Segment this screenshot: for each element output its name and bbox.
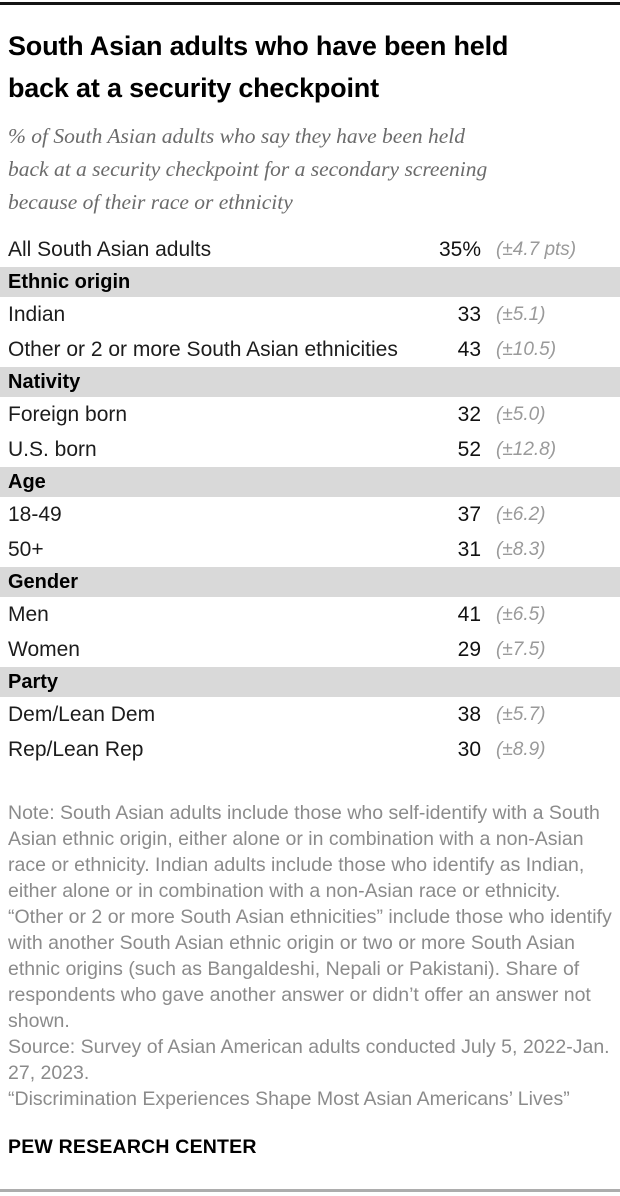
table-row: Dem/Lean Dem 38 (±5.7) — [0, 697, 620, 732]
bottom-divider — [0, 1189, 620, 1192]
section-header-row: Gender — [0, 567, 620, 597]
pew-wordmark: PEW RESEARCH CENTER — [8, 1136, 257, 1158]
top-divider — [0, 2, 620, 5]
chart-subtitle-line-2: back at a security checkpoint for a seco… — [8, 157, 488, 181]
row-label: U.S. born — [8, 437, 97, 461]
row-value: 29 — [457, 637, 481, 661]
row-value: 33 — [457, 302, 481, 326]
page-title-line-1: South Asian adults who have been held — [8, 31, 509, 61]
table-row: U.S. born 52 (±12.8) — [0, 432, 620, 467]
table-row: Other or 2 or more South Asian ethniciti… — [0, 332, 620, 367]
row-margin-of-error: (±12.8) — [496, 438, 557, 460]
note-text: Note: South Asian adults include those w… — [8, 802, 612, 1032]
row-margin-of-error: (±6.2) — [496, 503, 546, 525]
section-header-label: Party — [8, 670, 59, 693]
row-margin-of-error: (±4.7 pts) — [496, 238, 577, 260]
section-header-row: Age — [0, 467, 620, 497]
row-value: 38 — [457, 702, 481, 726]
row-label: Rep/Lean Rep — [8, 737, 144, 761]
row-margin-of-error: (±5.1) — [496, 303, 546, 325]
section-header-row: Party — [0, 667, 620, 697]
chart-subtitle-line-1: % of South Asian adults who say they hav… — [8, 124, 466, 148]
table-row: 50+ 31 (±8.3) — [0, 532, 620, 567]
chart-subtitle-line-3: because of their race or ethnicity — [8, 190, 293, 214]
notes-block: Note: South Asian adults include those w… — [8, 800, 612, 1112]
row-margin-of-error: (±7.5) — [496, 638, 546, 660]
row-value: 30 — [457, 737, 481, 761]
content-area: South Asian adults who have been held ba… — [0, 25, 620, 1158]
row-label: Other or 2 or more South Asian ethniciti… — [8, 337, 398, 361]
row-label: Dem/Lean Dem — [8, 702, 156, 726]
row-margin-of-error: (±8.9) — [496, 738, 546, 760]
table-row: Rep/Lean Rep 30 (±8.9) — [0, 732, 620, 767]
row-margin-of-error: (±10.5) — [496, 338, 557, 360]
row-margin-of-error: (±8.3) — [496, 538, 546, 560]
row-margin-of-error: (±5.0) — [496, 403, 546, 425]
source-text: Source: Survey of Asian American adults … — [8, 1036, 610, 1084]
section-header-row: Nativity — [0, 367, 620, 397]
section-header-label: Nativity — [8, 370, 81, 393]
row-value: 31 — [457, 537, 481, 561]
row-value: 32 — [457, 402, 481, 426]
row-margin-of-error: (±6.5) — [496, 603, 546, 625]
row-label: All South Asian adults — [8, 237, 212, 261]
chart-subtitle: % of South Asian adults who say they hav… — [8, 120, 612, 219]
table-row: Foreign born 32 (±5.0) — [0, 397, 620, 432]
row-label: 18-49 — [8, 502, 62, 526]
table-row: All South Asian adults 35% (±4.7 pts) — [0, 232, 620, 267]
row-value: 35% — [438, 237, 481, 261]
row-label: Foreign born — [8, 402, 128, 426]
row-value: 37 — [457, 502, 481, 526]
row-margin-of-error: (±5.7) — [496, 703, 546, 725]
report-title-text: “Discrimination Experiences Shape Most A… — [8, 1088, 570, 1110]
page-title: South Asian adults who have been held ba… — [8, 25, 612, 109]
section-header-label: Age — [8, 470, 46, 493]
row-value: 52 — [457, 437, 481, 461]
table-row: Men 41 (±6.5) — [0, 597, 620, 632]
row-label: Indian — [8, 302, 66, 326]
section-header-label: Ethnic origin — [8, 270, 131, 293]
page-title-line-2: back at a security checkpoint — [8, 73, 379, 103]
section-header-row: Ethnic origin — [0, 267, 620, 297]
section-header-label: Gender — [8, 570, 79, 593]
stats-table: All South Asian adults 35% (±4.7 pts) Ethni… — [0, 232, 620, 767]
row-label: 50+ — [8, 537, 44, 561]
row-value: 41 — [457, 602, 481, 626]
row-label: Men — [8, 602, 49, 626]
table-row: Women 29 (±7.5) — [0, 632, 620, 667]
row-value: 43 — [457, 337, 481, 361]
table-row: 18-49 37 (±6.2) — [0, 497, 620, 532]
row-label: Women — [8, 637, 80, 661]
table-row: Indian 33 (±5.1) — [0, 297, 620, 332]
